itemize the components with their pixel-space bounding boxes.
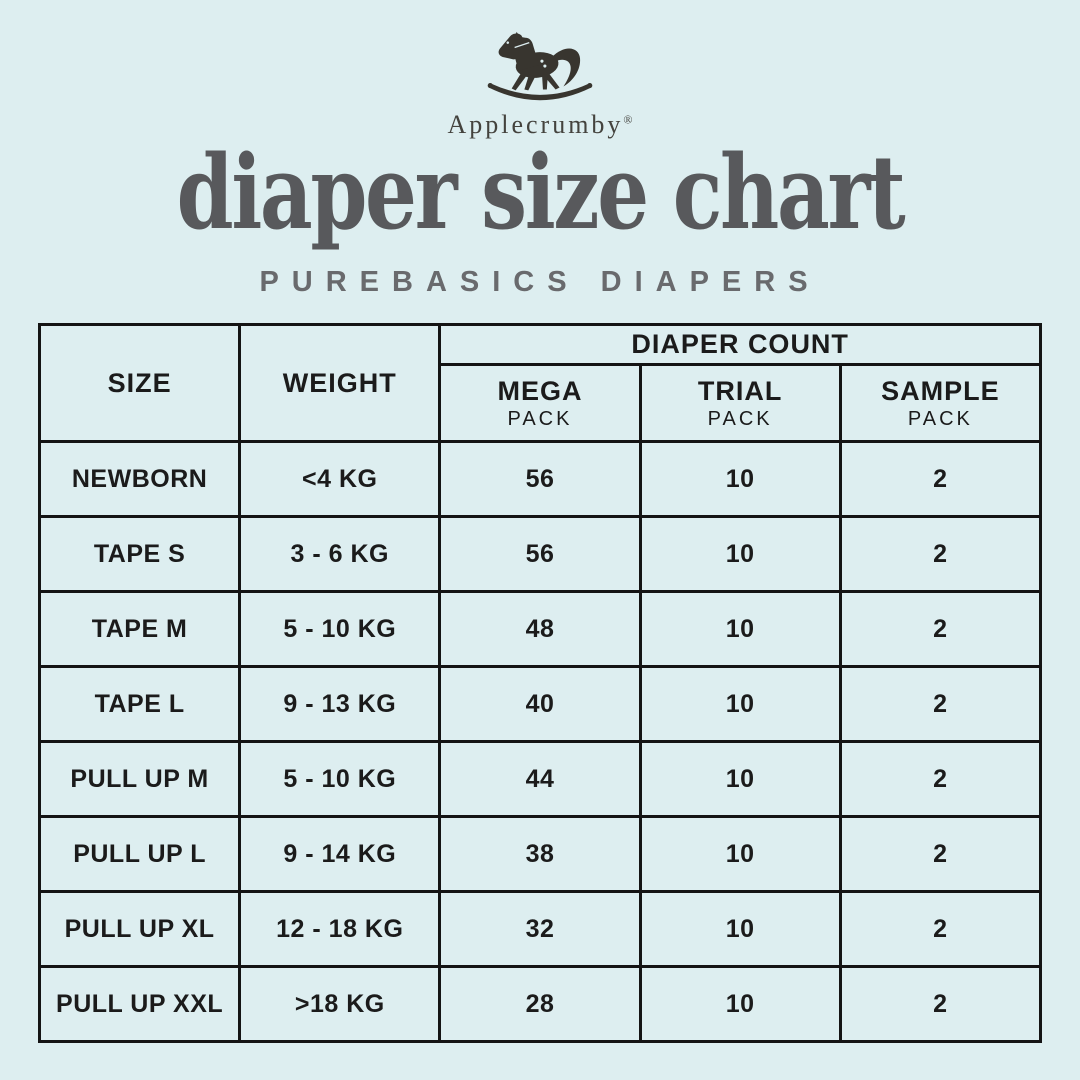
mega-pack-count-cell: 56 — [438, 440, 642, 518]
pack-name: MEGA — [497, 376, 583, 407]
pack-sub: PACK — [707, 407, 773, 430]
mega-pack-count-cell: 44 — [438, 740, 642, 818]
weight-cell: 3 - 6 KG — [238, 515, 442, 593]
mega-pack-count-cell: 48 — [438, 590, 642, 668]
sample-pack-count-cell: 2 — [838, 515, 1043, 593]
pack-sub: PACK — [907, 407, 973, 430]
weight-cell: >18 KG — [238, 965, 442, 1043]
brand-name: Applecrumby® — [0, 110, 1080, 140]
size-chart-table: SIZE WEIGHT DIAPER COUNT MEGA PACK TRIAL… — [37, 323, 1043, 1043]
registered-mark: ® — [623, 112, 633, 127]
table-row-newborn: NEWBORN <4 KG 56 10 2 — [37, 440, 1043, 518]
size-cell: PULL UP M — [37, 740, 242, 818]
sample-pack-count-cell: 2 — [838, 665, 1043, 743]
table-row-tape-s: TAPE S 3 - 6 KG 56 10 2 — [37, 515, 1043, 593]
mega-pack-count-cell: 28 — [438, 965, 642, 1043]
trial-pack-count-cell: 10 — [638, 665, 842, 743]
table-row-pull-up-m: PULL UP M 5 - 10 KG 44 10 2 — [37, 740, 1043, 818]
weight-cell: 5 - 10 KG — [238, 590, 442, 668]
size-cell: TAPE S — [37, 515, 242, 593]
mega-pack-count-cell: 32 — [438, 890, 642, 968]
table-row-tape-l: TAPE L 9 - 13 KG 40 10 2 — [37, 665, 1043, 743]
table-row-tape-m: TAPE M 5 - 10 KG 48 10 2 — [37, 590, 1043, 668]
trial-pack-count-cell: 10 — [638, 890, 842, 968]
sample-pack-count-cell: 2 — [838, 815, 1043, 893]
weight-cell: 12 - 18 KG — [238, 890, 442, 968]
table-row-pull-up-xl: PULL UP XL 12 - 18 KG 32 10 2 — [37, 890, 1043, 968]
weight-cell: 5 - 10 KG — [238, 740, 442, 818]
sample-pack-count-cell: 2 — [838, 590, 1043, 668]
page-subtitle: PUREBASICS DIAPERS — [259, 266, 821, 298]
column-header-size: SIZE — [37, 323, 242, 443]
size-cell: TAPE L — [37, 665, 242, 743]
trial-pack-count-cell: 10 — [638, 440, 842, 518]
pack-name: SAMPLE — [881, 376, 1000, 407]
trial-pack-count-cell: 10 — [638, 965, 842, 1043]
size-cell: PULL UP L — [37, 815, 242, 893]
pack-name: TRIAL — [697, 376, 783, 407]
sample-pack-count-cell: 2 — [838, 965, 1043, 1043]
mega-pack-count-cell: 56 — [438, 515, 642, 593]
trial-pack-count-cell: 10 — [638, 590, 842, 668]
size-cell: NEWBORN — [37, 440, 242, 518]
trial-pack-count-cell: 10 — [638, 740, 842, 818]
sample-pack-count-cell: 2 — [838, 440, 1043, 518]
column-header-weight: WEIGHT — [238, 323, 442, 443]
header-pack-row: MEGA PACK TRIAL PACK SAMPLE PACK — [40, 363, 1043, 443]
column-header-sample-pack: SAMPLE PACK — [838, 363, 1043, 443]
brand-header: Applecrumby® — [0, 26, 1080, 140]
sample-pack-count-cell: 2 — [838, 890, 1043, 968]
table-row-pull-up-l: PULL UP L 9 - 14 KG 38 10 2 — [37, 815, 1043, 893]
sample-pack-count-cell: 2 — [838, 740, 1043, 818]
trial-pack-count-cell: 10 — [638, 515, 842, 593]
weight-cell: 9 - 13 KG — [238, 665, 442, 743]
pack-sub: PACK — [507, 407, 573, 430]
size-cell: PULL UP XXL — [37, 965, 242, 1043]
mega-pack-count-cell: 38 — [438, 815, 642, 893]
weight-cell: <4 KG — [238, 440, 442, 518]
trial-pack-count-cell: 10 — [638, 815, 842, 893]
mega-pack-count-cell: 40 — [438, 665, 642, 743]
header-group-row: SIZE WEIGHT DIAPER COUNT — [37, 323, 1042, 443]
rocking-horse-logo-icon — [487, 31, 593, 101]
page-title: diaper size chart — [176, 133, 906, 253]
table-row-pull-up-xxl: PULL UP XXL >18 KG 28 10 2 — [37, 965, 1043, 1043]
brand-name-text: Applecrumby — [447, 110, 624, 139]
column-header-trial-pack: TRIAL PACK — [638, 363, 842, 443]
size-cell: PULL UP XL — [37, 890, 242, 968]
column-group-diaper-count: DIAPER COUNT — [438, 323, 1042, 366]
weight-cell: 9 - 14 KG — [238, 815, 442, 893]
size-cell: TAPE M — [37, 590, 242, 668]
column-header-mega-pack: MEGA PACK — [438, 363, 642, 443]
